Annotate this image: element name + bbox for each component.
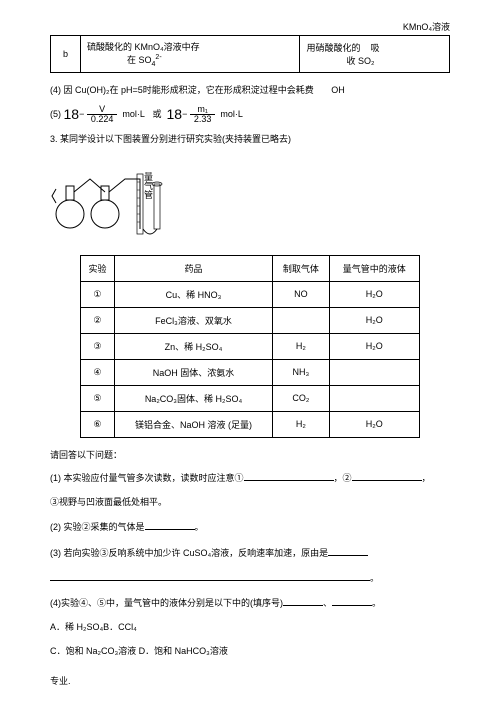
q1-line: (1) 本实验应付量气管多次读数，读数时应注意①，②， [50,469,450,486]
apparatus-diagram: 量气管 [50,154,450,247]
t1-r3: 收 SO₂ [346,54,374,67]
th-exp: 实验 [81,255,115,281]
q1-mid: ，② [334,473,352,483]
big18a: 18 [64,106,80,122]
q5-line: (5) 18− V 0.224 mol·L 或 18− m₁ 2.33 mol·… [50,103,450,125]
q4b-line: (4)实验④、⑤中，量气管中的液体分别是以下中的(填序号) 、 。 [50,594,450,611]
blank [332,594,372,606]
blank [283,594,323,606]
q4b-mid: 、 [323,598,332,608]
experiment-table: 实验 药品 制取气体 量气管中的液体 ①Cu、稀 HNO₃NOH₂O ②FeCl… [80,255,420,438]
blank [244,469,334,481]
eq-mid: mol·L [122,109,145,119]
q3b-text: (3) 若向实验③反响系统中加少许 CuSO₄溶液，反响速率加速，原由是 [50,548,328,558]
blank [352,469,422,481]
opt-a: A．稀 H₂SO₄B．CCl₄ [50,619,450,635]
table-row: ④NaOH 固体、浓氨水NH₃ [81,359,420,385]
opt-c: C．饱和 Na₂CO₃溶液 D．饱和 NaHCO₃溶液 [50,643,450,659]
q4b-end: 。 [372,598,381,608]
q4b-text: (4)实验④、⑤中，量气管中的液体分别是以下中的(填序号) [50,598,283,608]
t1-b: b [51,36,81,73]
q3b-line: (3) 若向实验③反响系统中加少许 CuSO₄溶液，反响速率加速，原由是 [50,544,450,561]
blank [50,569,370,581]
q1b-line: ③视野与凹液面最低处相平。 [50,494,450,510]
q4-line: (4) 因 Cu(OH)₂在 pH=5时能形成积淀，它在形成积淀过程中会耗费 O… [50,83,450,97]
footer: 专业. [50,674,71,687]
q2-end: 。 [195,522,204,532]
q4-text: (4) 因 Cu(OH)₂在 pH=5时能形成积淀，它在形成积淀过程中会耗费 [50,85,314,95]
q3-line: 3. 某同学设计以下图装置分别进行研究实验(夹持装置已略去) [50,132,450,146]
table-row: ③Zn、稀 H₂SO₄H₂H₂O [81,333,420,359]
table-row: ⑥镁铝合金、NaOH 溶液 (足量)H₂H₂O [81,411,420,437]
arrow: 或 [152,109,161,119]
t1-r2: 吸 [370,43,379,53]
frac1: V 0.224 [87,105,118,124]
table-row: ②FeCl₃溶液、双氧水H₂O [81,307,420,333]
t1-right: 用硝酸酸化的 吸 收 SO₂ [300,36,450,73]
q2-text: (2) 实验②采集的气体是 [50,522,145,532]
table-row: ①Cu、稀 HNO₃NOH₂O [81,281,420,307]
t1-left-2: 在 SO42- [127,53,162,68]
blank [328,544,368,556]
q2-line: (2) 实验②采集的气体是 。 [50,518,450,535]
t1-left-1: 硫酸酸化的 KMnO₄溶液中存 [87,42,200,52]
table-1: b 硫酸酸化的 KMnO₄溶液中存 在 SO42- 用硝酸酸化的 吸 收 SO₂ [50,35,450,73]
blank [145,518,195,530]
q1-text: (1) 本实验应付量气管多次读数，读数时应注意① [50,473,244,483]
frac2: m₁ 2.33 [190,105,216,124]
t1-left: 硫酸酸化的 KMnO₄溶液中存 在 SO42- [81,36,300,73]
th-drug: 药品 [114,255,272,281]
eq-mid2: mol·L [220,109,243,119]
q-intro: 请回答以下问题： [50,448,450,461]
th-liq: 量气管中的液体 [329,255,419,281]
q4-end: OH [331,85,345,95]
q3b-blank: 。 [50,569,450,586]
table-row: ⑤Na₂CO₃固体、稀 H₂SO₄CO₂ [81,385,420,411]
th-gas: 制取气体 [273,255,330,281]
diagram-label: 量气管 [143,172,153,199]
q5-prefix: (5) [50,109,61,119]
big18b: 18 [166,106,182,122]
top-label: KMnO₄溶液 [50,20,450,33]
t1-r1: 用硝酸酸化的 [306,43,360,53]
